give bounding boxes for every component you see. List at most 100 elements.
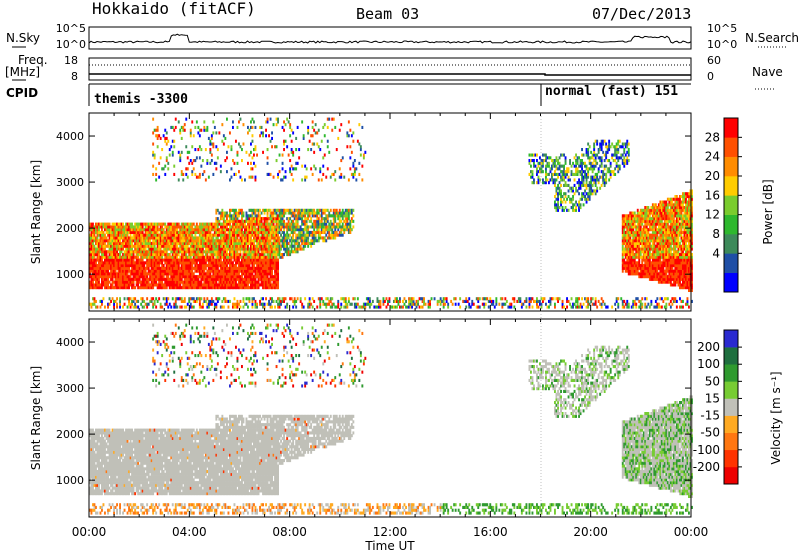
- power-cell: [98, 253, 100, 256]
- power-cell: [355, 167, 357, 170]
- power-cell: [340, 173, 342, 176]
- power-cell: [446, 300, 448, 303]
- power-cell: [163, 134, 165, 137]
- power-cell: [200, 297, 202, 300]
- power-cell: [130, 275, 132, 278]
- power-cell: [380, 303, 382, 306]
- power-cell: [291, 140, 293, 143]
- noise-panel-frame: [89, 27, 691, 49]
- power-cell: [190, 131, 192, 134]
- power-cell: [542, 170, 544, 173]
- power-cell: [297, 162, 299, 165]
- power-cell: [122, 306, 124, 309]
- power-cell: [396, 297, 398, 300]
- power-cell: [92, 242, 94, 245]
- power-cell: [173, 145, 175, 148]
- power-cell: [119, 297, 121, 300]
- power-cell: [548, 162, 550, 165]
- power-cell: [203, 126, 205, 129]
- power-cell: [557, 176, 559, 179]
- power-cell: [265, 129, 267, 132]
- power-cell: [313, 129, 315, 132]
- power-cell: [492, 300, 494, 303]
- power-cell: [581, 173, 583, 176]
- power-cell: [539, 300, 541, 303]
- power-cell: [128, 300, 130, 303]
- power-cell: [339, 167, 341, 170]
- power-cell: [191, 120, 193, 123]
- power-cell: [215, 145, 217, 148]
- power-cell: [334, 236, 336, 239]
- power-cell: [536, 173, 538, 176]
- power-cell: [545, 176, 547, 179]
- power-cell: [321, 140, 323, 143]
- power-cell: [113, 303, 115, 306]
- power-cell: [292, 151, 294, 154]
- power-cell: [161, 148, 163, 151]
- power-cell: [321, 297, 323, 300]
- power-cell: [328, 118, 330, 121]
- power-cell: [339, 129, 341, 132]
- power-cell: [179, 129, 181, 132]
- power-cell: [164, 223, 166, 226]
- power-cell: [542, 165, 544, 168]
- power-cell: [580, 187, 582, 190]
- power-cell: [255, 126, 257, 129]
- power-cell: [319, 303, 321, 306]
- power-cell: [107, 270, 109, 273]
- power-cell: [310, 217, 312, 220]
- power-cell: [271, 297, 273, 300]
- power-cell: [593, 145, 595, 148]
- power-cell: [203, 297, 205, 300]
- power-cell: [252, 167, 254, 170]
- power-cell: [226, 264, 228, 267]
- power-cell: [295, 137, 297, 140]
- power-cell: [152, 306, 154, 309]
- power-cell: [363, 156, 365, 159]
- power-cell: [455, 297, 457, 300]
- power-cell: [166, 286, 168, 289]
- power-cell: [566, 306, 568, 309]
- power-cell: [586, 201, 588, 204]
- power-cell: [319, 167, 321, 170]
- power-cell: [577, 303, 579, 306]
- power-cell: [328, 231, 330, 234]
- power-cell: [110, 300, 112, 303]
- power-cell: [107, 283, 109, 286]
- power-cell: [349, 225, 351, 228]
- power-cell: [571, 170, 573, 173]
- power-cell: [209, 148, 211, 151]
- power-cell: [223, 143, 225, 146]
- power-cell: [116, 250, 118, 253]
- power-cell: [169, 253, 171, 256]
- power-cell: [542, 178, 544, 181]
- power-cell: [283, 129, 285, 132]
- power-cell: [155, 173, 157, 176]
- power-cell: [267, 214, 269, 217]
- power-cell: [247, 162, 249, 165]
- power-cell: [247, 283, 249, 286]
- power-cell: [250, 151, 252, 154]
- nsky-label: N.Sky: [6, 31, 40, 45]
- power-cell: [271, 306, 273, 309]
- power-cell: [181, 170, 183, 173]
- power-cell: [148, 267, 150, 270]
- power-cell: [253, 242, 255, 245]
- power-cell: [330, 300, 332, 303]
- power-cell: [133, 283, 135, 286]
- power-cell: [405, 300, 407, 303]
- power-cell: [289, 126, 291, 129]
- power-cell: [155, 306, 157, 309]
- power-cell: [173, 165, 175, 168]
- power-cell: [184, 297, 186, 300]
- power-cell: [252, 134, 254, 137]
- power-cell: [333, 303, 335, 306]
- power-cell: [238, 143, 240, 146]
- power-cell: [595, 159, 597, 162]
- power-cell: [119, 239, 121, 242]
- power-cell: [291, 165, 293, 168]
- power-cell: [229, 178, 231, 181]
- power-cell: [133, 300, 135, 303]
- power-cell: [557, 209, 559, 212]
- power-cell: [119, 303, 121, 306]
